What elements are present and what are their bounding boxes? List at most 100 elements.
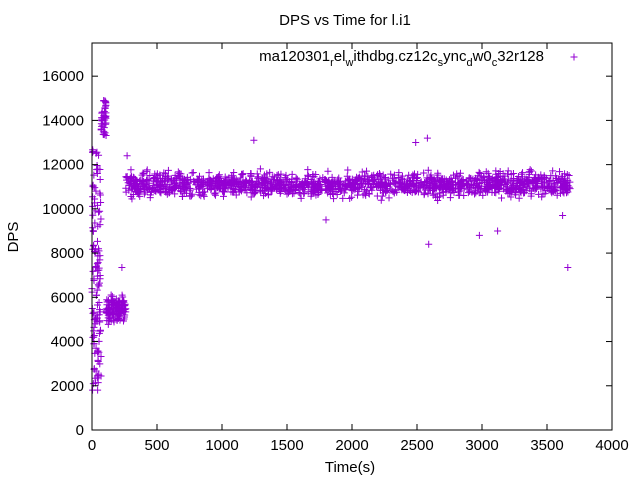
data-point: [163, 190, 171, 198]
data-point: [494, 186, 502, 194]
data-point: [460, 191, 468, 199]
data-point: [198, 177, 206, 185]
data-point: [143, 176, 151, 184]
data-point: [190, 177, 198, 185]
data-point: [434, 171, 442, 179]
data-point: [424, 166, 432, 174]
data-point: [94, 252, 102, 260]
data-point: [96, 256, 104, 264]
data-point: [219, 192, 227, 200]
data-point: [95, 298, 103, 306]
data-point: [147, 188, 155, 196]
data-point: [124, 179, 132, 187]
data-point: [233, 178, 241, 186]
data-point: [119, 293, 127, 301]
data-point: [494, 176, 502, 184]
data-point: [537, 174, 545, 182]
data-point: [128, 183, 136, 191]
data-point: [89, 245, 97, 253]
data-point: [421, 186, 429, 194]
data-point: [478, 175, 486, 183]
data-point: [509, 177, 517, 185]
data-point: [363, 176, 371, 184]
data-point: [292, 174, 300, 182]
data-point: [97, 215, 105, 223]
data-point: [96, 189, 104, 197]
data-point: [139, 169, 147, 177]
data-point: [305, 172, 313, 180]
y-tick-label: 14000: [42, 112, 84, 129]
data-point: [101, 104, 109, 112]
data-point: [96, 360, 104, 368]
y-tick-label: 10000: [42, 201, 84, 218]
data-point: [299, 184, 307, 192]
data-point: [354, 191, 362, 199]
outlier-point: [250, 136, 258, 144]
outlier-point: [423, 134, 431, 142]
data-point: [343, 172, 351, 180]
data-point: [163, 181, 171, 189]
data-point: [118, 291, 126, 299]
data-point: [439, 191, 447, 199]
data-point: [521, 189, 529, 197]
data-point: [525, 168, 533, 176]
data-point: [230, 169, 238, 177]
data-point: [557, 178, 565, 186]
data-point: [432, 184, 440, 192]
data-point: [338, 182, 346, 190]
data-point: [184, 179, 192, 187]
data-point: [171, 190, 179, 198]
data-point: [196, 182, 204, 190]
data-point: [561, 185, 569, 193]
data-point: [135, 187, 143, 195]
data-point: [431, 190, 439, 198]
plot-frame: [91, 42, 613, 431]
data-point: [125, 186, 133, 194]
data-point: [94, 379, 102, 387]
data-point: [96, 191, 104, 199]
data-point: [483, 185, 491, 193]
data-point: [92, 187, 100, 195]
data-point: [488, 175, 496, 183]
x-axis-label: Time(s): [325, 459, 375, 476]
data-point: [93, 237, 101, 245]
data-point: [493, 181, 501, 189]
data-point: [162, 172, 170, 180]
data-point: [492, 167, 500, 175]
data-point: [367, 173, 375, 181]
data-point: [550, 185, 558, 193]
data-point: [442, 188, 450, 196]
x-tick-label: 2000: [335, 437, 368, 454]
data-point: [157, 189, 165, 197]
data-point: [102, 109, 110, 117]
data-point: [97, 198, 105, 206]
data-point: [137, 179, 145, 187]
data-point: [98, 108, 106, 116]
data-point: [96, 308, 104, 316]
data-point: [267, 186, 275, 194]
data-point: [482, 188, 490, 196]
data-point: [321, 176, 329, 184]
data-point: [440, 175, 448, 183]
data-point: [292, 181, 300, 189]
data-point: [116, 305, 124, 313]
data-point: [121, 301, 129, 309]
data-point: [145, 184, 153, 192]
data-point: [315, 177, 323, 185]
legend-series-label: ma120301relwithdbg.cz12csyncdw0c32r128: [259, 48, 544, 69]
data-point: [517, 182, 525, 190]
data-point: [186, 175, 194, 183]
data-point: [164, 166, 172, 174]
data-point: [475, 168, 483, 176]
data-point: [314, 190, 322, 198]
data-point: [258, 179, 266, 187]
data-point: [268, 173, 276, 181]
data-point: [403, 181, 411, 189]
data-point: [172, 174, 180, 182]
data-point: [156, 183, 164, 191]
data-point: [177, 188, 185, 196]
data-point: [412, 187, 420, 195]
data-point: [89, 267, 97, 275]
data-point: [260, 192, 268, 200]
